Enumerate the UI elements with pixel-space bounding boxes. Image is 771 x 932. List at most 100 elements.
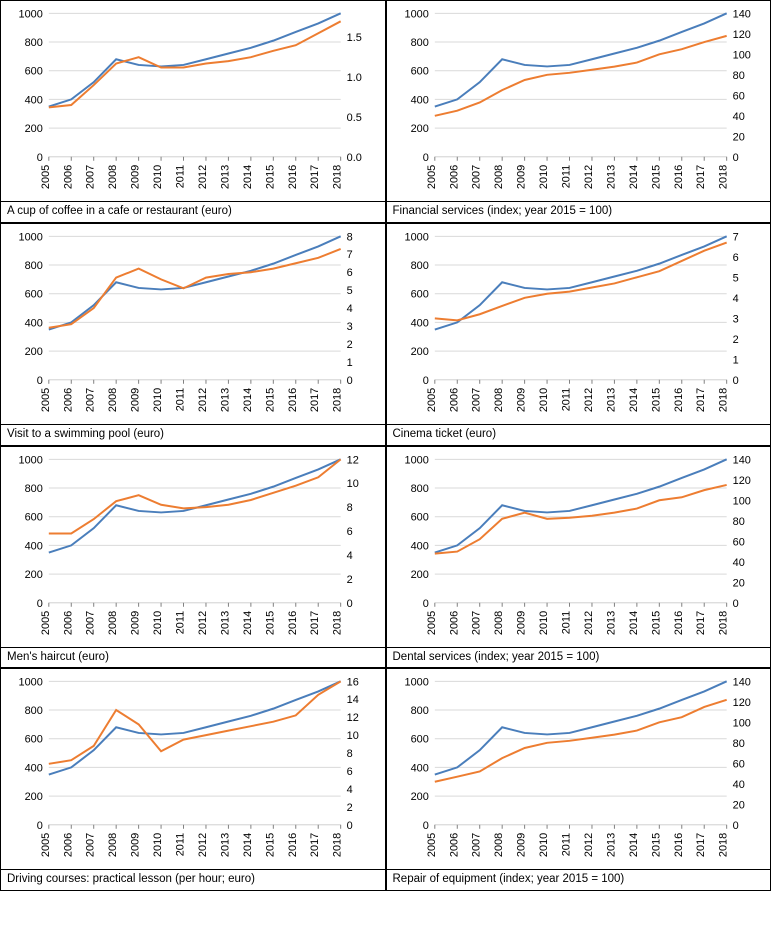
series-orange <box>434 700 726 782</box>
svg-text:2010: 2010 <box>152 610 164 634</box>
chart-cell: 0200400600800100001234567820052006200720… <box>0 223 386 446</box>
svg-text:600: 600 <box>25 734 43 746</box>
svg-text:1.0: 1.0 <box>347 72 362 84</box>
svg-text:140: 140 <box>732 8 750 20</box>
svg-text:2009: 2009 <box>130 833 142 857</box>
svg-text:0: 0 <box>422 152 428 164</box>
svg-text:600: 600 <box>25 288 43 300</box>
svg-text:800: 800 <box>410 260 428 272</box>
svg-text:2018: 2018 <box>332 388 344 412</box>
svg-text:100: 100 <box>732 495 750 507</box>
svg-text:600: 600 <box>410 66 428 78</box>
svg-text:2017: 2017 <box>309 388 321 412</box>
chart-cell: 0200400600800100002040608010012014020052… <box>386 668 771 891</box>
svg-text:2013: 2013 <box>605 388 617 412</box>
svg-text:400: 400 <box>25 763 43 775</box>
svg-text:2018: 2018 <box>332 833 344 857</box>
series-orange <box>434 36 726 116</box>
chart-title: Dental services (index; year 2015 = 100) <box>387 647 771 668</box>
chart-svg: 0200400600800100002040608010012014020052… <box>387 669 771 869</box>
svg-text:2008: 2008 <box>493 833 505 857</box>
svg-text:2018: 2018 <box>717 165 729 189</box>
svg-text:8: 8 <box>347 231 353 243</box>
svg-text:1: 1 <box>732 354 738 366</box>
svg-text:100: 100 <box>732 49 750 61</box>
svg-text:1000: 1000 <box>404 677 428 689</box>
svg-text:2011: 2011 <box>560 388 572 412</box>
svg-text:2018: 2018 <box>332 165 344 189</box>
svg-text:2016: 2016 <box>287 388 299 412</box>
svg-text:2005: 2005 <box>425 388 437 412</box>
chart-svg: 020040060080010000.00.51.01.520052006200… <box>1 1 385 201</box>
svg-text:2010: 2010 <box>538 610 550 634</box>
svg-text:1: 1 <box>347 357 353 369</box>
svg-text:800: 800 <box>410 37 428 49</box>
svg-text:2011: 2011 <box>175 833 187 857</box>
svg-text:2008: 2008 <box>493 165 505 189</box>
svg-text:0.0: 0.0 <box>347 152 362 164</box>
svg-text:400: 400 <box>410 317 428 329</box>
svg-text:120: 120 <box>732 474 750 486</box>
svg-text:2014: 2014 <box>242 610 254 634</box>
svg-text:400: 400 <box>25 94 43 106</box>
svg-text:2007: 2007 <box>470 388 482 412</box>
svg-text:60: 60 <box>732 759 744 771</box>
svg-text:2015: 2015 <box>650 388 662 412</box>
series-blue <box>49 682 341 775</box>
series-blue <box>434 459 726 552</box>
svg-text:80: 80 <box>732 515 744 527</box>
svg-text:2018: 2018 <box>717 610 729 634</box>
svg-text:2013: 2013 <box>219 165 231 189</box>
svg-text:2006: 2006 <box>448 833 460 857</box>
chart-title: Men's haircut (euro) <box>1 647 385 668</box>
svg-text:200: 200 <box>25 569 43 581</box>
chart-svg: 0200400600800100002468101220052006200720… <box>1 447 385 647</box>
svg-text:2013: 2013 <box>219 610 231 634</box>
svg-text:2007: 2007 <box>470 165 482 189</box>
svg-text:2007: 2007 <box>85 165 97 189</box>
svg-text:2011: 2011 <box>175 165 187 189</box>
svg-text:2014: 2014 <box>627 388 639 412</box>
svg-text:8: 8 <box>347 502 353 514</box>
svg-text:4: 4 <box>732 293 738 305</box>
svg-text:1000: 1000 <box>404 8 428 20</box>
svg-text:120: 120 <box>732 697 750 709</box>
svg-text:16: 16 <box>347 677 359 689</box>
svg-text:2: 2 <box>732 334 738 346</box>
svg-text:2006: 2006 <box>62 610 74 634</box>
svg-text:2017: 2017 <box>695 165 707 189</box>
svg-text:200: 200 <box>410 569 428 581</box>
svg-text:2015: 2015 <box>650 165 662 189</box>
svg-text:2010: 2010 <box>538 833 550 857</box>
svg-text:2018: 2018 <box>717 833 729 857</box>
svg-text:2010: 2010 <box>152 165 164 189</box>
chart-svg: 0200400600800100001234567200520062007200… <box>387 224 771 424</box>
svg-text:0: 0 <box>37 597 43 609</box>
svg-text:100: 100 <box>732 718 750 730</box>
chart-cell: 020040060080010000.00.51.01.520052006200… <box>0 0 386 223</box>
svg-text:2013: 2013 <box>605 610 617 634</box>
svg-text:2009: 2009 <box>515 833 527 857</box>
svg-text:600: 600 <box>410 511 428 523</box>
svg-text:0: 0 <box>422 597 428 609</box>
svg-text:0: 0 <box>347 375 353 387</box>
svg-text:6: 6 <box>347 766 353 778</box>
svg-text:2015: 2015 <box>650 610 662 634</box>
svg-text:400: 400 <box>25 540 43 552</box>
series-blue <box>434 236 726 329</box>
svg-text:2012: 2012 <box>197 610 209 634</box>
svg-text:2008: 2008 <box>107 165 119 189</box>
svg-text:60: 60 <box>732 90 744 102</box>
series-orange <box>49 249 341 328</box>
svg-text:14: 14 <box>347 695 359 707</box>
svg-text:200: 200 <box>410 123 428 135</box>
svg-text:0: 0 <box>732 820 738 832</box>
svg-text:2005: 2005 <box>40 165 52 189</box>
series-blue <box>49 459 341 552</box>
svg-text:2010: 2010 <box>152 388 164 412</box>
svg-text:2013: 2013 <box>605 833 617 857</box>
svg-text:2012: 2012 <box>582 833 594 857</box>
svg-text:7: 7 <box>732 231 738 243</box>
svg-text:2016: 2016 <box>287 610 299 634</box>
svg-text:40: 40 <box>732 111 744 123</box>
